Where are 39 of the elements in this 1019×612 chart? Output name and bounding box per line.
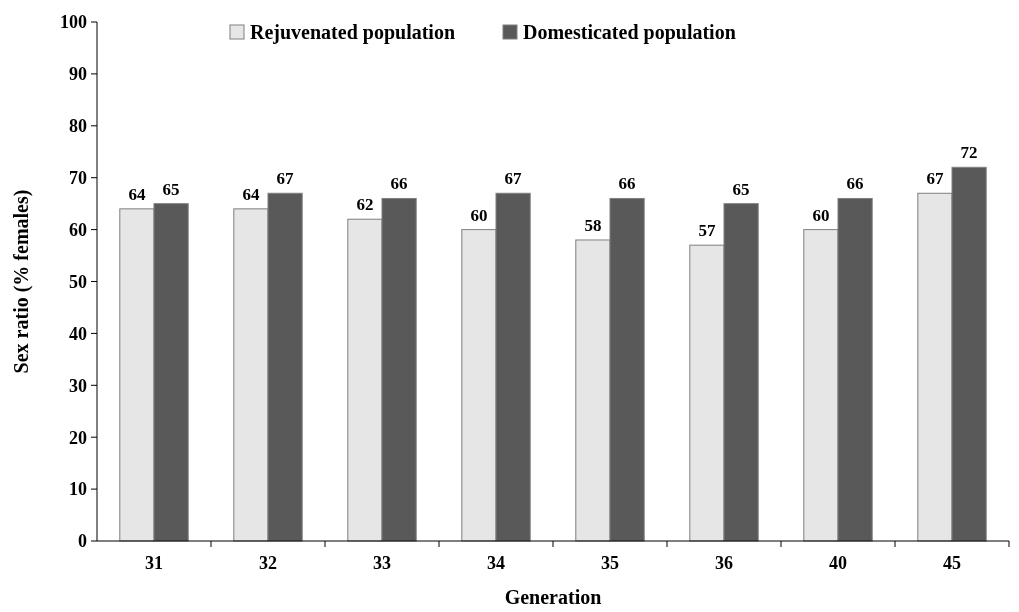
data-label: 58 [584,215,602,235]
y-tick-label: 10 [69,479,87,500]
data-label: 64 [242,184,260,204]
data-label: 57 [698,221,716,241]
y-tick-label: 30 [69,375,87,396]
data-label: 62 [356,195,374,215]
y-tick-label: 0 [78,531,87,552]
legend-label: Rejuvenated population [250,21,456,44]
data-label: 65 [732,179,750,199]
data-label: 67 [926,169,944,189]
data-label: 67 [504,169,523,189]
data-label: 66 [390,174,408,194]
data-label: 60 [470,205,488,225]
y-tick-label: 60 [69,219,87,240]
x-tick-label: 45 [943,553,961,573]
y-axis-title: Sex ratio (% females) [10,189,33,374]
y-tick-label: 50 [69,271,87,292]
x-tick-label: 36 [715,553,733,573]
legend-label: Domesticated population [523,21,736,44]
y-tick-label: 100 [60,12,87,33]
y-tick-label: 80 [69,116,87,137]
data-label: 72 [960,143,978,163]
data-label: 67 [276,169,295,189]
y-tick-label: 20 [69,427,87,448]
x-tick-label: 31 [145,553,163,573]
x-tick-label: 33 [373,553,391,573]
x-tick-label: 40 [829,553,847,573]
y-tick-label: 70 [69,168,87,188]
x-tick-label: 34 [487,553,505,573]
data-label: 66 [618,174,636,194]
x-axis-title: Generation [504,586,602,608]
data-label: 66 [846,174,864,194]
x-tick-label: 32 [259,553,277,573]
y-tick-label: 90 [69,64,87,85]
data-label: 65 [162,179,180,199]
data-label: 64 [128,184,146,204]
y-tick-label: 40 [69,323,87,344]
data-label: 60 [812,205,830,225]
x-tick-label: 35 [601,553,619,573]
